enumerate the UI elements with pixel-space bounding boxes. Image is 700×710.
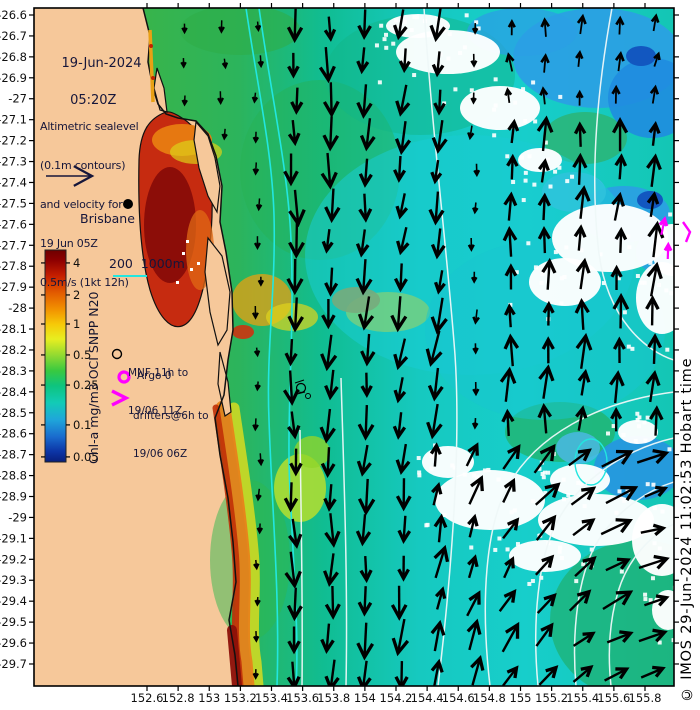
svg-text:-27: -27	[8, 92, 27, 106]
island	[204, 236, 231, 347]
svg-text:152.6: 152.6	[131, 691, 164, 705]
svg-text:0.05: 0.05	[73, 450, 99, 464]
svg-text:-28: -28	[8, 301, 27, 315]
velocity-vector-field	[180, 8, 673, 686]
svg-text:155.6: 155.6	[597, 691, 630, 705]
altimetric-line: and velocity for	[40, 198, 123, 211]
svg-text:-28.9: -28.9	[0, 490, 27, 504]
svg-text:153.4: 153.4	[255, 691, 288, 705]
svg-text:-28.3: -28.3	[0, 364, 27, 378]
svg-text:-29.7: -29.7	[0, 657, 27, 671]
svg-text:0.1: 0.1	[73, 418, 91, 432]
svg-text:-27.9: -27.9	[0, 280, 27, 294]
svg-text:153.8: 153.8	[317, 691, 350, 705]
coastline	[142, 8, 239, 686]
svg-text:-28.8: -28.8	[0, 469, 27, 483]
svg-text:-26.6: -26.6	[0, 8, 27, 22]
svg-text:153: 153	[198, 691, 220, 705]
bathymetry-contour	[245, 8, 279, 686]
svg-text:155.4: 155.4	[566, 691, 599, 705]
colorbar-label: Chl-a mg/m3 OCI SNPP N20	[86, 291, 101, 464]
svg-text:-28.5: -28.5	[0, 406, 27, 420]
sealevel-contour	[423, 8, 458, 686]
colorbar: 4 2 1 0.5 0.25 0.1 0.05	[41, 249, 99, 464]
altimetric-note: Altimetric sealevel (0.1m contours) and …	[40, 94, 139, 315]
svg-text:155: 155	[510, 691, 532, 705]
svg-text:-27.2: -27.2	[0, 134, 27, 148]
svg-text:2: 2	[73, 288, 80, 302]
svg-text:154.6: 154.6	[442, 691, 475, 705]
date-text: 19-Jun-2024	[61, 56, 142, 71]
svg-text:153.6: 153.6	[286, 691, 319, 705]
svg-text:-26.7: -26.7	[0, 29, 27, 43]
svg-text:155.2: 155.2	[535, 691, 568, 705]
mnf-marker	[111, 348, 123, 360]
legend-argo: Argo 0	[137, 370, 172, 382]
legend-drifters: drifters@6h to 19/06 06Z	[133, 385, 209, 485]
svg-text:-29.4: -29.4	[0, 594, 27, 608]
svg-text:-28.6: -28.6	[0, 427, 27, 441]
legend-mnf-line2: 19/06 11Z	[128, 404, 183, 417]
svg-text:-27.7: -27.7	[0, 238, 27, 252]
svg-text:-26.8: -26.8	[0, 50, 27, 64]
brisbane-dot	[123, 199, 133, 209]
svg-text:0.5: 0.5	[73, 348, 91, 362]
sealevel-contour	[594, 8, 674, 361]
drifter-edge-glyph	[682, 221, 692, 243]
legend-drifters-line2: 19/06 06Z	[133, 447, 188, 460]
svg-text:-27.3: -27.3	[0, 155, 27, 169]
svg-text:-29.3: -29.3	[0, 573, 27, 587]
ocean-layer	[138, 8, 674, 686]
altimetric-line: 19 Jun 05Z	[40, 237, 98, 250]
svg-text:155.8: 155.8	[629, 691, 662, 705]
credit-text: © IMOS 29-Jun-2024 11:02:53 Hobart time	[679, 357, 695, 702]
altimetric-line: Altimetric sealevel	[40, 120, 139, 133]
svg-text:-28.2: -28.2	[0, 343, 27, 357]
svg-text:-27.8: -27.8	[0, 259, 27, 273]
svg-text:-29.6: -29.6	[0, 636, 27, 650]
argo-marker	[117, 370, 131, 384]
svg-text:-29.2: -29.2	[0, 552, 27, 566]
svg-text:-28.4: -28.4	[0, 385, 27, 399]
datetime-label: 19-Jun-2024 05:20Z	[45, 38, 142, 143]
altimetric-line: (0.1m contours)	[40, 159, 126, 172]
svg-text:-27.4: -27.4	[0, 175, 27, 189]
legend-mnf-line1: MNF 11h to	[128, 367, 189, 379]
svg-text:0.25: 0.25	[73, 378, 99, 392]
svg-text:-26.9: -26.9	[0, 71, 27, 85]
svg-text:-27.5: -27.5	[0, 196, 27, 210]
bathymetry-scale-label: 200 1000m	[109, 256, 185, 271]
svg-text:-29: -29	[8, 510, 27, 524]
svg-text:154.2: 154.2	[380, 691, 413, 705]
svg-text:154: 154	[354, 691, 376, 705]
svg-text:-27.6: -27.6	[0, 217, 27, 231]
svg-text:-28.1: -28.1	[0, 322, 27, 336]
svg-text:154.8: 154.8	[473, 691, 506, 705]
svg-text:4: 4	[73, 256, 80, 270]
svg-text:153.2: 153.2	[224, 691, 257, 705]
svg-text:-29.5: -29.5	[0, 615, 27, 629]
legend-mnf: MNF 11h to 19/06 11Z	[128, 342, 188, 442]
island	[193, 120, 221, 214]
marker-layer	[46, 165, 692, 407]
svg-text:-28.7: -28.7	[0, 448, 27, 462]
svg-text:1: 1	[73, 317, 80, 331]
svg-text:152.8: 152.8	[162, 691, 195, 705]
svg-text:154.4: 154.4	[411, 691, 444, 705]
sealevel-contour	[340, 377, 348, 686]
drifter-marker	[111, 389, 130, 407]
altimetric-line: 0.5m/s (1kt 12h)	[40, 276, 129, 289]
time-text: 05:20Z	[70, 93, 117, 108]
svg-text:-29.1: -29.1	[0, 531, 27, 545]
svg-text:-27.1: -27.1	[0, 113, 27, 127]
legend-drifters-line1: drifters@6h to	[133, 410, 209, 422]
city-label: Brisbane	[80, 211, 135, 226]
